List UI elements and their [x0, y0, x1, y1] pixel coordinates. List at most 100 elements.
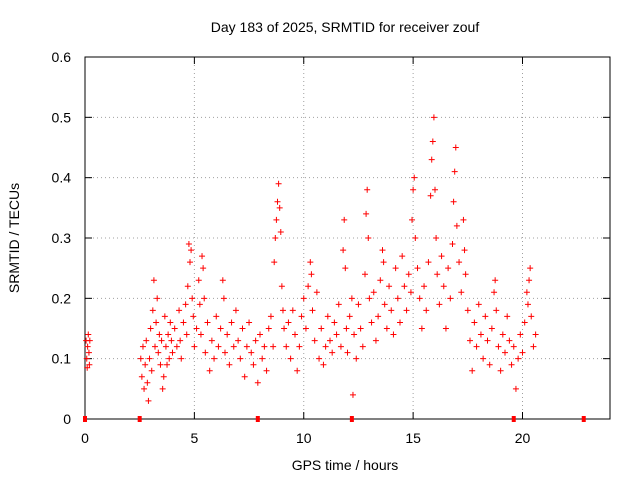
data-point	[156, 331, 163, 338]
data-point	[139, 343, 146, 350]
data-point	[150, 277, 157, 284]
data-point	[177, 337, 184, 344]
data-point	[351, 331, 358, 338]
y-tick-label: 0.5	[52, 109, 72, 125]
data-point	[160, 373, 167, 380]
data-point	[167, 319, 174, 326]
data-point	[343, 325, 350, 332]
data-point	[368, 319, 375, 326]
data-point	[302, 325, 309, 332]
data-point	[515, 355, 522, 362]
data-point	[484, 337, 491, 344]
data-point	[359, 343, 366, 350]
x-tick-label: 0	[81, 430, 89, 446]
baseline-marker	[511, 416, 516, 422]
y-axis-label: SRMTID / TECUs	[6, 183, 22, 293]
data-point	[281, 325, 288, 332]
data-point	[252, 337, 259, 344]
chart-title: Day 183 of 2025, SRMTID for receiver zou…	[211, 19, 480, 35]
data-point	[201, 295, 208, 302]
data-point	[366, 295, 373, 302]
data-point	[433, 235, 440, 241]
baseline-markers	[83, 416, 586, 422]
data-point	[477, 331, 484, 338]
data-point	[497, 367, 504, 374]
data-point	[379, 247, 386, 254]
data-point	[526, 277, 533, 284]
data-point	[183, 331, 190, 338]
data-point	[296, 343, 303, 350]
data-point	[460, 216, 467, 223]
data-point	[502, 349, 508, 356]
data-point	[449, 241, 456, 248]
y-tick-label: 0.1	[52, 351, 72, 367]
data-point	[275, 180, 282, 187]
data-point	[190, 313, 197, 320]
data-point	[461, 247, 468, 254]
data-point	[182, 301, 189, 308]
data-point	[377, 277, 384, 284]
data-point	[421, 283, 428, 290]
data-point	[274, 198, 281, 205]
data-point	[248, 349, 255, 356]
data-point	[344, 349, 351, 356]
data-point	[430, 114, 437, 121]
x-tick-label: 10	[296, 430, 312, 446]
data-point	[365, 235, 372, 241]
data-point	[208, 337, 215, 344]
data-point	[451, 168, 458, 175]
data-point	[224, 331, 231, 338]
data-point	[530, 343, 537, 350]
data-point	[399, 253, 406, 260]
data-point	[349, 391, 356, 398]
data-point	[394, 295, 401, 302]
data-point	[273, 216, 280, 223]
data-point	[527, 265, 534, 272]
data-point	[84, 343, 91, 350]
data-point	[335, 301, 342, 308]
data-point	[362, 271, 368, 278]
data-point	[228, 319, 235, 326]
data-point	[158, 337, 165, 344]
data-point	[168, 337, 175, 344]
data-point	[254, 379, 261, 386]
data-point	[363, 210, 370, 217]
data-point	[178, 355, 185, 362]
data-point	[386, 283, 393, 290]
baseline-marker	[255, 416, 260, 422]
data-point	[412, 235, 419, 241]
data-point	[462, 271, 469, 278]
data-point	[353, 355, 360, 362]
data-point	[450, 198, 457, 205]
data-point	[180, 319, 187, 326]
grid-layer	[85, 56, 610, 419]
data-point	[137, 355, 144, 362]
data-point	[206, 367, 213, 374]
data-point	[486, 361, 493, 368]
data-point	[86, 337, 93, 344]
data-point	[364, 186, 371, 193]
data-point	[283, 343, 290, 350]
data-point	[277, 228, 284, 235]
data-point	[381, 301, 388, 308]
y-tick-label: 0.3	[52, 230, 72, 246]
data-point	[237, 355, 244, 362]
data-point	[504, 313, 511, 320]
data-point	[169, 349, 176, 356]
data-points	[83, 114, 539, 404]
x-tick-labels: 0 5 10 15 20	[81, 430, 530, 446]
data-point	[270, 343, 277, 350]
data-point	[473, 343, 480, 350]
baseline-marker	[83, 416, 87, 422]
data-point	[467, 337, 473, 344]
data-point	[250, 361, 257, 368]
y-tick-label: 0	[63, 411, 71, 427]
data-point	[370, 289, 377, 296]
data-point	[316, 355, 323, 362]
data-point	[285, 319, 292, 326]
data-point	[287, 355, 294, 362]
data-point	[346, 313, 353, 320]
data-point	[289, 307, 296, 314]
data-point	[241, 373, 248, 380]
data-point	[276, 204, 283, 211]
